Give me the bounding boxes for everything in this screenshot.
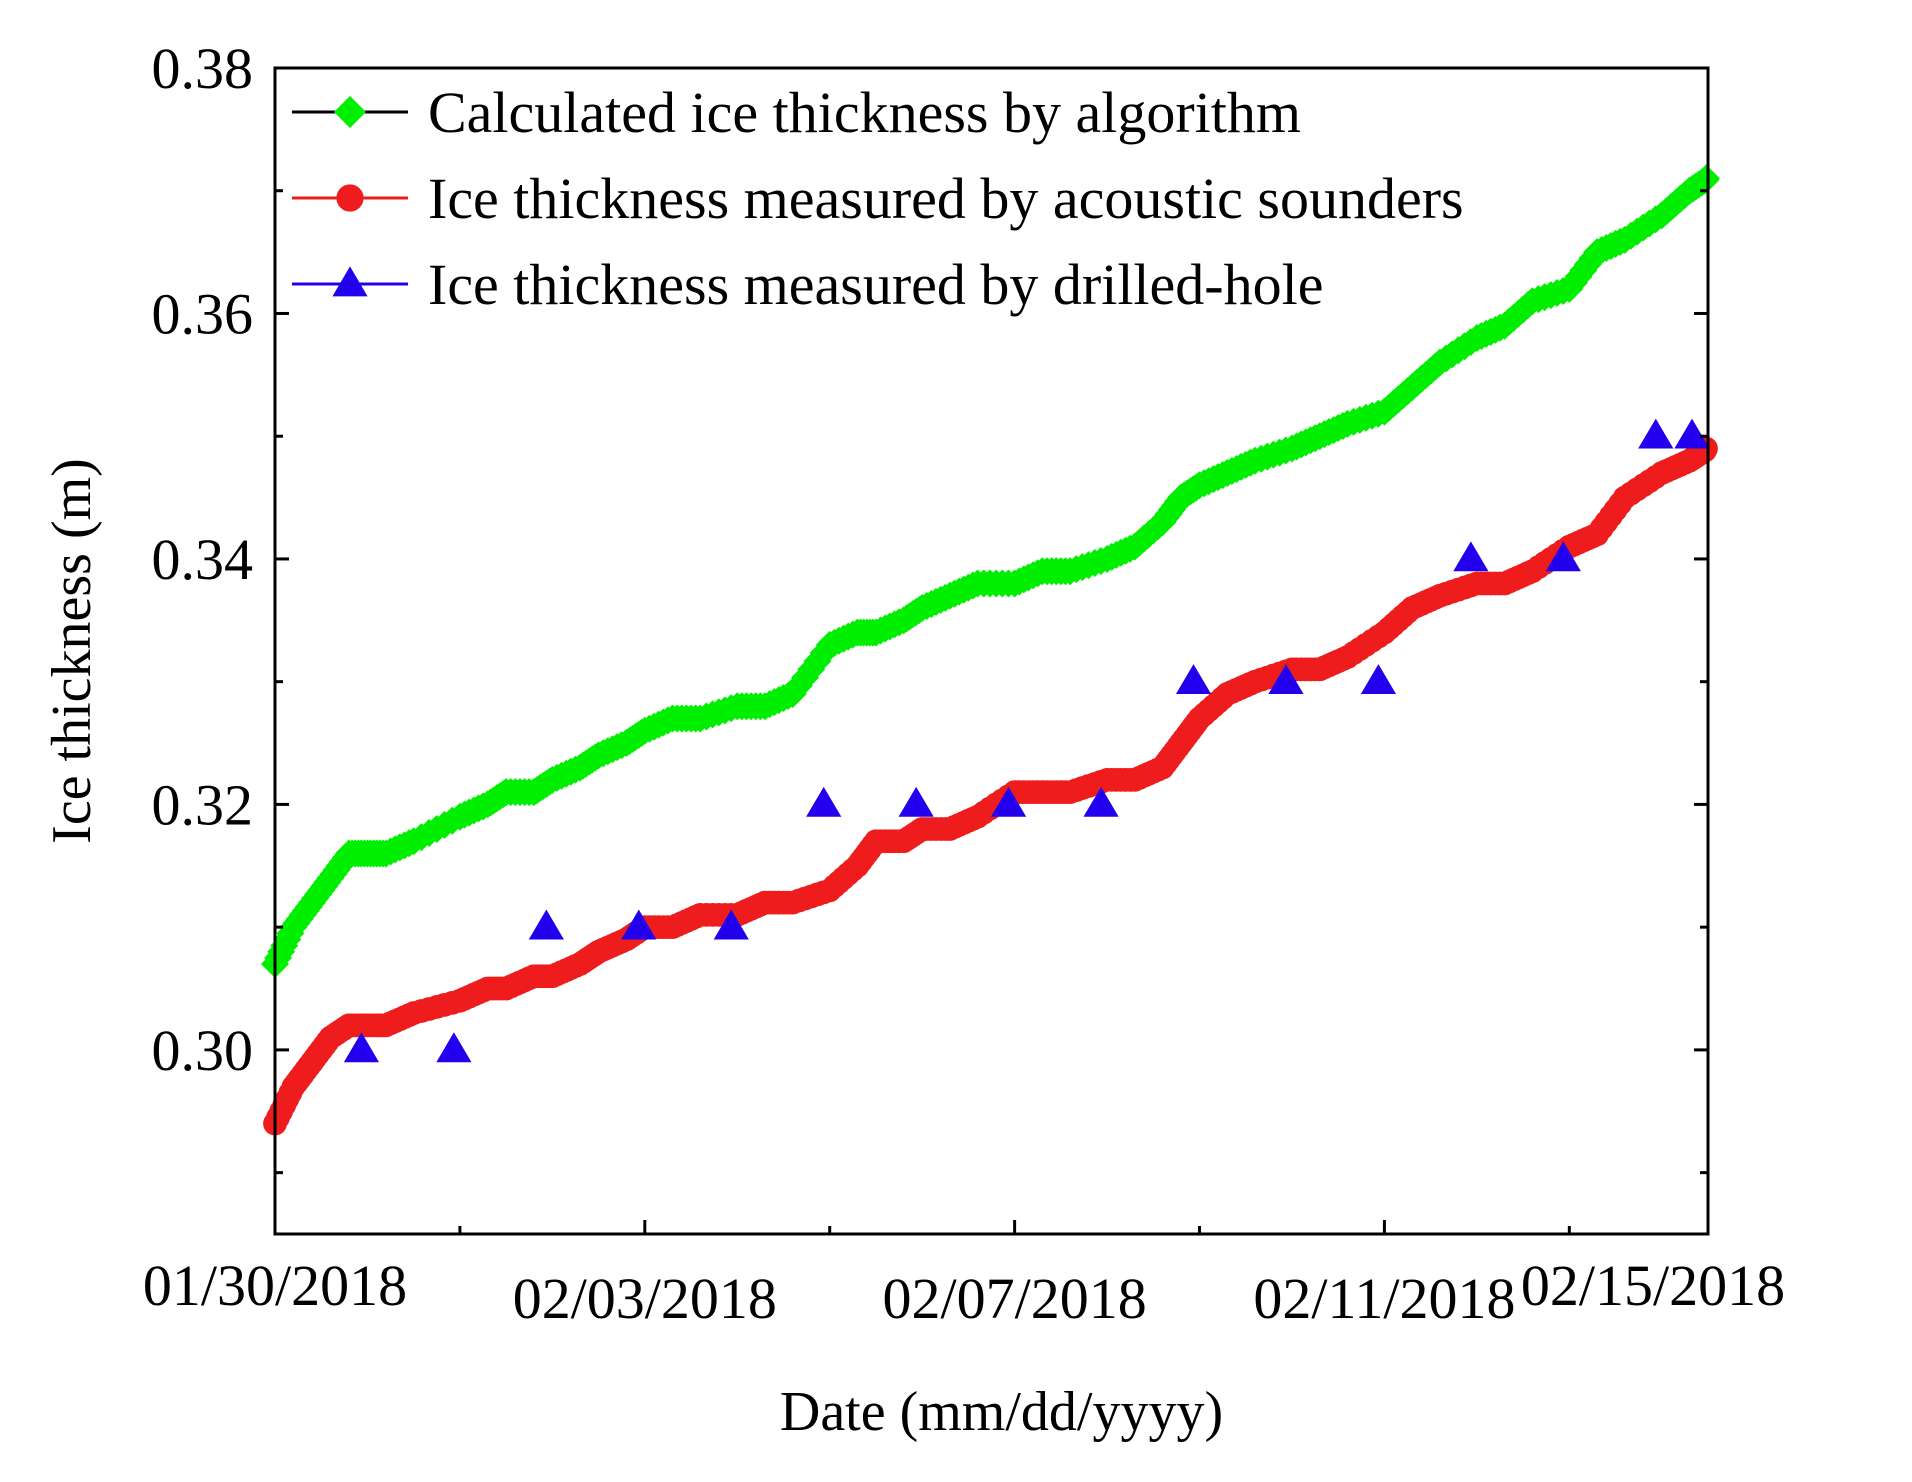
data-point-triangle: [621, 909, 657, 940]
x-tick-label: 02/07/2018: [882, 1266, 1146, 1331]
legend-label: Ice thickness measured by acoustic sound…: [428, 166, 1464, 231]
y-tick-label: 0.38: [152, 36, 254, 101]
legend-entry-2: Ice thickness measured by acoustic sound…: [292, 166, 1464, 231]
data-point-diamond: [1692, 164, 1720, 193]
series-1: [261, 164, 1720, 978]
data-point-triangle: [528, 909, 564, 940]
x-tick-label: 02/11/2018: [1253, 1266, 1515, 1331]
data-point-triangle: [806, 786, 842, 817]
series-2: [263, 436, 1718, 1136]
data-point-triangle: [332, 266, 368, 297]
data-point-triangle: [991, 786, 1027, 817]
data-point-triangle: [343, 1032, 380, 1063]
data-point-triangle: [1360, 664, 1397, 695]
data-point-triangle: [436, 1032, 472, 1063]
x-tick-label: 02/15/2018: [1521, 1253, 1785, 1318]
x-axis-label: Date (mm/dd/yyyy): [780, 1381, 1223, 1443]
data-point-triangle: [898, 786, 934, 817]
data-point-triangle: [1638, 418, 1674, 449]
data-point-triangle: [1453, 541, 1489, 572]
data-point-triangle: [1268, 664, 1304, 695]
y-tick-label: 0.34: [152, 527, 254, 592]
data-point-triangle: [1175, 664, 1212, 695]
legend: Calculated ice thickness by algorithm Ice…: [292, 80, 1464, 317]
data-point-triangle: [1545, 541, 1581, 572]
legend-entry-1: Calculated ice thickness by algorithm: [292, 80, 1301, 145]
series-layer: [261, 164, 1720, 1136]
y-tick-label: 0.32: [152, 772, 254, 837]
y-tick-label: 0.36: [152, 281, 254, 346]
data-point-circle: [336, 184, 364, 212]
legend-entry-3: Ice thickness measured by drilled-hole: [292, 252, 1323, 317]
data-point-triangle: [713, 909, 749, 940]
legend-label: Calculated ice thickness by algorithm: [428, 80, 1301, 145]
data-point-diamond: [334, 96, 366, 128]
legend-label: Ice thickness measured by drilled-hole: [428, 252, 1323, 317]
series-line: [273, 447, 1707, 1125]
series-3: [343, 418, 1710, 1063]
data-point-triangle: [1083, 786, 1119, 817]
plot-frame: [273, 66, 1710, 1236]
data-point-triangle: [1674, 418, 1710, 449]
ticks-layer: 0.30 0.32 0.34 0.36 0.38 01/30/2018 02/03/2018…: [143, 36, 1785, 1331]
x-tick-label: 02/03/2018: [513, 1266, 777, 1331]
x-tick-label: 01/30/2018: [143, 1253, 407, 1318]
y-tick-label: 0.30: [152, 1018, 254, 1083]
y-axis-label: Ice thickness (m): [41, 458, 103, 844]
